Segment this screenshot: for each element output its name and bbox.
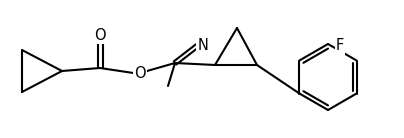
Text: F: F [336, 39, 344, 54]
Text: O: O [134, 66, 146, 80]
Text: O: O [94, 27, 106, 43]
Text: N: N [198, 38, 208, 52]
